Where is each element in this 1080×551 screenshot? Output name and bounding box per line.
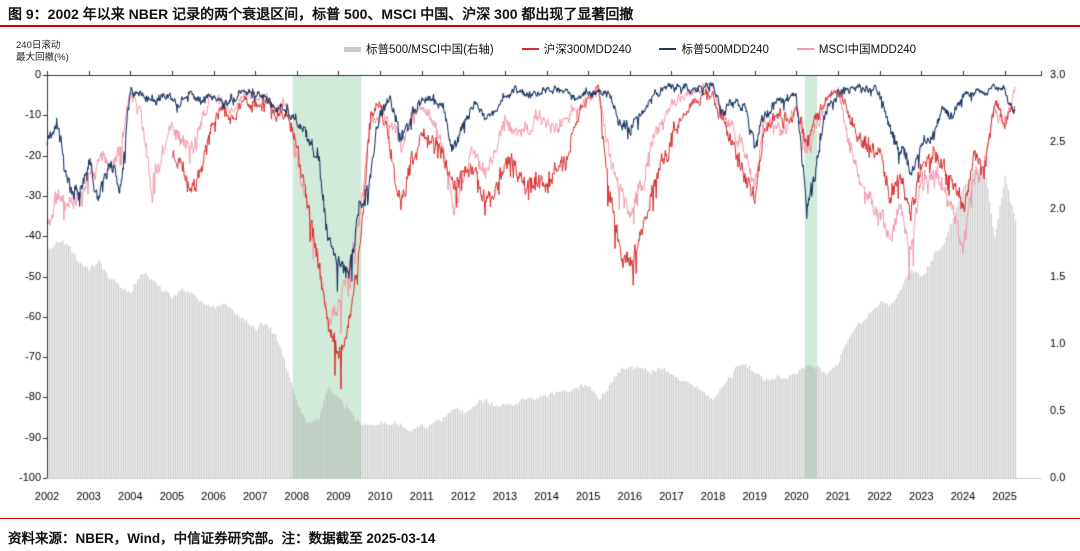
left-axis-title-line1: 240日滚动 <box>16 40 61 51</box>
left-axis-title: 240日滚动 最大回撤(%) <box>16 40 69 64</box>
legend-label-ratio: 标普500/MSCI中国(右轴) <box>365 44 494 56</box>
chart-legend: 标普500/MSCI中国(右轴) 沪深300MDD240 标普500MDD240… <box>180 41 1080 57</box>
legend-item-sp500: 标普500MDD240 <box>659 41 769 57</box>
sp500-series-swatch <box>659 48 677 50</box>
legend-label-sp500: 标普500MDD240 <box>681 44 769 56</box>
csi300-series-swatch <box>521 48 539 50</box>
left-axis-title-line2: 最大回撤(%) <box>16 51 69 63</box>
legend-label-msci-china: MSCI中国MDD240 <box>818 44 917 56</box>
ratio-series-swatch <box>343 46 361 52</box>
legend-item-csi300: 沪深300MDD240 <box>521 41 632 57</box>
legend-item-ratio: 标普500/MSCI中国(右轴) <box>343 41 494 57</box>
source-divider <box>0 518 1080 519</box>
msci-china-series-swatch <box>796 48 814 50</box>
source-note: 资料来源：NBER，Wind，中信证券研究部。注：数据截至 2025-03-14 <box>8 531 436 546</box>
legend-label-csi300: 沪深300MDD240 <box>543 44 632 56</box>
legend-item-msci-china: MSCI中国MDD240 <box>796 41 917 57</box>
